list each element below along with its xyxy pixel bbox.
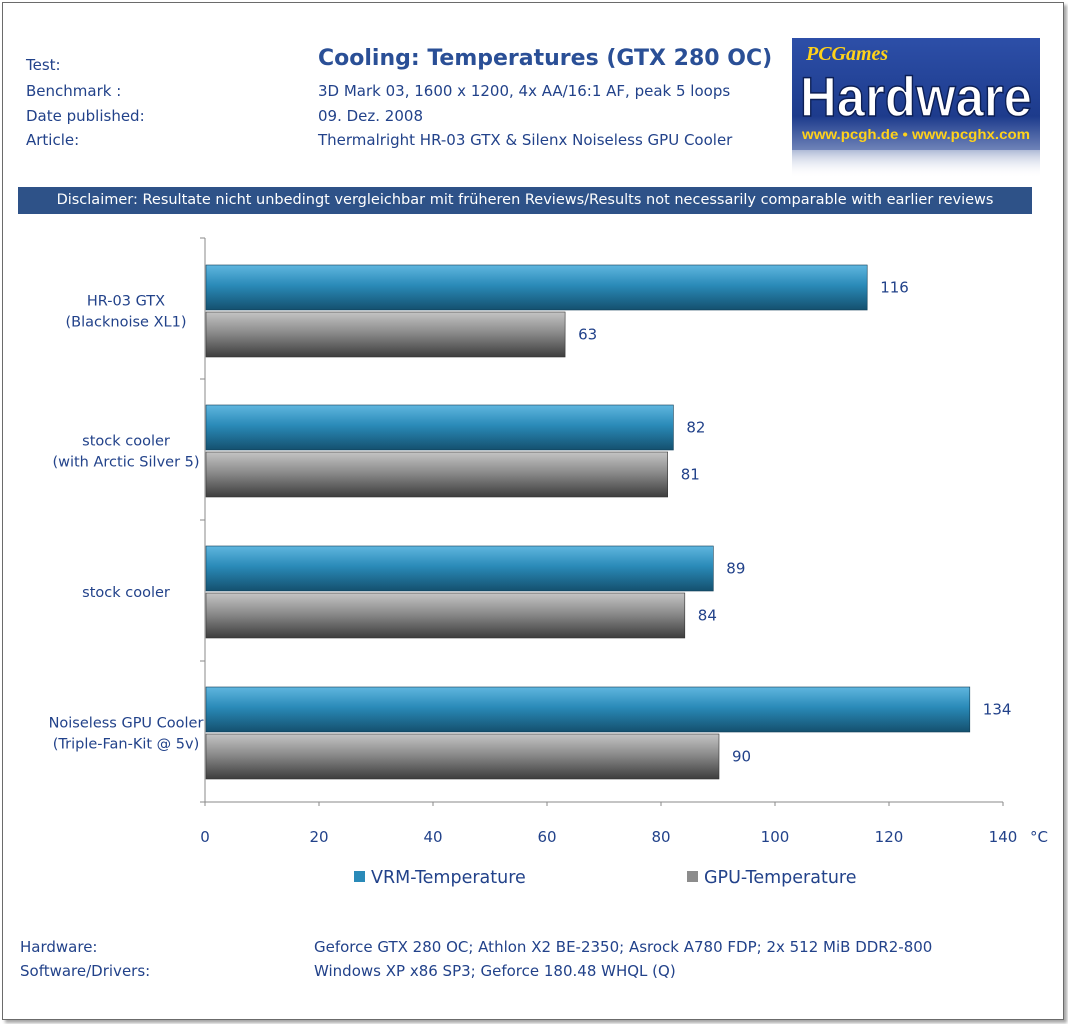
category-label: HR-03 GTX	[87, 294, 165, 310]
vrm-bar	[205, 545, 714, 592]
legend-gpu-label: GPU-Temperature	[704, 868, 857, 888]
category-label: stock cooler	[82, 434, 170, 450]
x-tick-label: 120	[875, 828, 904, 846]
hardware-value: Geforce GTX 280 OC; Athlon X2 BE-2350; A…	[314, 938, 933, 956]
bar-value-label: 134	[983, 701, 1012, 719]
vrm-bar	[205, 264, 868, 311]
gpu-bar	[205, 592, 686, 639]
gpu-bar	[205, 451, 669, 498]
benchmark-label: Benchmark :	[26, 82, 122, 100]
gpu-bar	[205, 733, 720, 780]
legend-vrm-swatch	[354, 871, 365, 882]
test-label: Test:	[26, 56, 61, 74]
software-label: Software/Drivers:	[20, 962, 151, 980]
x-tick-label: 100	[761, 828, 790, 846]
x-tick-label: 0	[200, 828, 210, 846]
bar-value-label: 84	[698, 607, 717, 625]
gpu-bar	[205, 311, 566, 358]
disclaimer-bar: Disclaimer: Resultate nicht unbedingt ve…	[18, 187, 1032, 214]
bar-value-label: 89	[726, 560, 745, 578]
category-label: (with Arctic Silver 5)	[52, 455, 199, 471]
date-value: 09. Dez. 2008	[318, 107, 423, 125]
bar-value-label: 116	[880, 279, 909, 297]
category-label: (Triple-Fan-Kit @ 5v)	[53, 737, 199, 753]
x-tick-label: 140	[989, 828, 1018, 846]
category-label: stock cooler	[82, 585, 170, 601]
chart-title: Cooling: Temperatures (GTX 280 OC)	[318, 46, 773, 71]
legend-gpu: GPU-Temperature	[687, 868, 856, 888]
category-label: (Blacknoise XL1)	[66, 315, 187, 331]
hardware-label: Hardware:	[20, 938, 98, 956]
legend-vrm-label: VRM-Temperature	[371, 868, 526, 888]
logo-url-text: www.pcgh.de • www.pcghx.com	[801, 127, 1030, 142]
x-tick-label: 40	[423, 828, 442, 846]
article-label: Article:	[26, 131, 80, 149]
category-label: Noiseless GPU Cooler	[49, 716, 204, 732]
pcgh-logo: PCGames Hardware www.pcgh.de • www.pcghx…	[792, 38, 1040, 178]
software-value: Windows XP x86 SP3; Geforce 180.48 WHQL …	[314, 962, 676, 980]
logo-small-text: PCGames	[805, 43, 888, 65]
benchmark-value: 3D Mark 03, 1600 x 1200, 4x AA/16:1 AF, …	[318, 82, 731, 100]
bar-value-label: 81	[681, 466, 700, 484]
x-tick-label: 80	[651, 828, 670, 846]
bar-value-label: 63	[578, 326, 597, 344]
bar-value-label: 82	[686, 419, 705, 437]
x-tick-label: 20	[309, 828, 328, 846]
legend-gpu-swatch	[687, 871, 698, 882]
legend-vrm: VRM-Temperature	[354, 868, 526, 888]
vrm-bar	[205, 404, 674, 451]
vrm-bar	[205, 686, 971, 733]
article-value: Thermalright HR-03 GTX & Silenx Noiseles…	[318, 131, 733, 149]
bar-value-label: 90	[732, 748, 751, 766]
x-tick-label: 60	[537, 828, 556, 846]
logo-main-text: Hardware	[800, 65, 1032, 128]
date-label: Date published:	[26, 107, 145, 125]
x-unit-label: °C	[1030, 828, 1048, 846]
